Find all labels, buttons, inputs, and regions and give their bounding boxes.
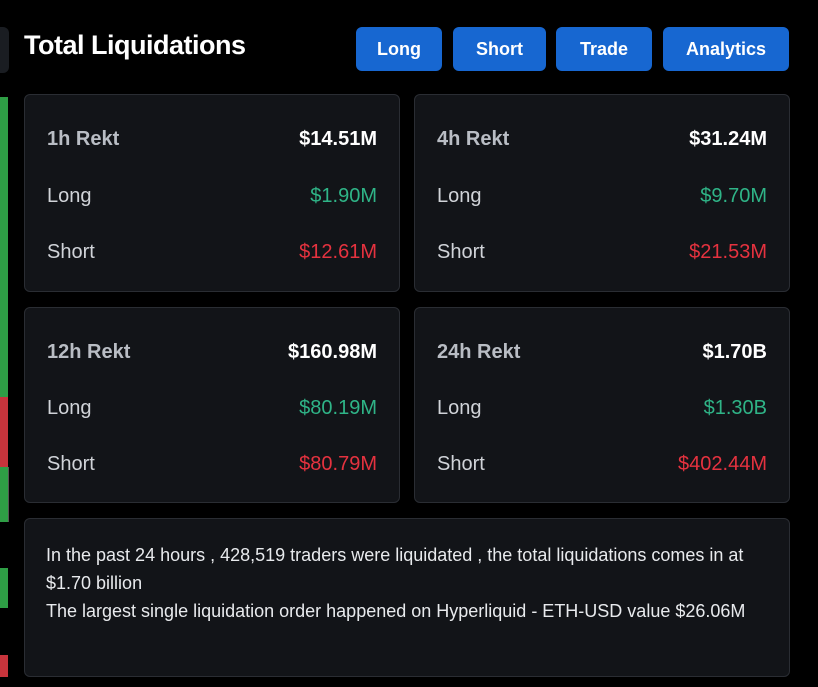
short-label: Short — [437, 241, 485, 263]
page-title: Total Liquidations — [24, 30, 246, 60]
total-value: $31.24M — [689, 128, 767, 150]
total-value: $1.70B — [702, 341, 768, 363]
stat-card-4h: 4h Rekt $31.24M Long $9.70M Short $21.53… — [414, 94, 790, 292]
liquidations-panel: Total Liquidations Long Short Trade Anal… — [10, 0, 818, 687]
left-edge-green-bar — [0, 568, 8, 608]
short-value: $402.44M — [678, 453, 767, 475]
long-button[interactable]: Long — [356, 27, 442, 71]
long-label: Long — [437, 185, 482, 207]
short-button[interactable]: Short — [453, 27, 546, 71]
short-label: Short — [47, 453, 95, 475]
short-value: $80.79M — [299, 453, 377, 475]
left-edge-corner — [0, 27, 9, 73]
long-value: $1.30B — [703, 397, 767, 419]
short-label: Short — [437, 453, 485, 475]
total-value: $14.51M — [299, 128, 377, 150]
left-edge-red-bar — [0, 397, 8, 467]
stat-card-12h: 12h Rekt $160.98M Long $80.19M Short $80… — [24, 307, 400, 503]
long-label: Long — [47, 397, 92, 419]
period-label: 24h Rekt — [437, 341, 521, 363]
analytics-button[interactable]: Analytics — [663, 27, 789, 71]
period-label: 12h Rekt — [47, 341, 131, 363]
trade-button[interactable]: Trade — [556, 27, 652, 71]
period-label: 1h Rekt — [47, 128, 120, 150]
short-value: $21.53M — [689, 241, 767, 263]
total-value: $160.98M — [288, 341, 377, 363]
long-label: Long — [47, 185, 92, 207]
long-value: $1.90M — [310, 185, 377, 207]
summary-card: In the past 24 hours , 428,519 traders w… — [24, 518, 790, 677]
short-value: $12.61M — [299, 241, 377, 263]
left-edge-red-bar — [0, 655, 8, 677]
long-value: $80.19M — [299, 397, 377, 419]
left-edge-green-bar — [0, 467, 9, 522]
left-edge-strip — [0, 0, 10, 687]
summary-text-total: In the past 24 hours , 428,519 traders w… — [46, 545, 744, 593]
long-value: $9.70M — [700, 185, 767, 207]
summary-text-largest: The largest single liquidation order hap… — [46, 601, 746, 621]
short-label: Short — [47, 241, 95, 263]
stat-card-24h: 24h Rekt $1.70B Long $1.30B Short $402.4… — [414, 307, 790, 503]
long-label: Long — [437, 397, 482, 419]
period-label: 4h Rekt — [437, 128, 510, 150]
stat-card-1h: 1h Rekt $14.51M Long $1.90M Short $12.61… — [24, 94, 400, 292]
left-edge-green-bar — [0, 97, 8, 397]
